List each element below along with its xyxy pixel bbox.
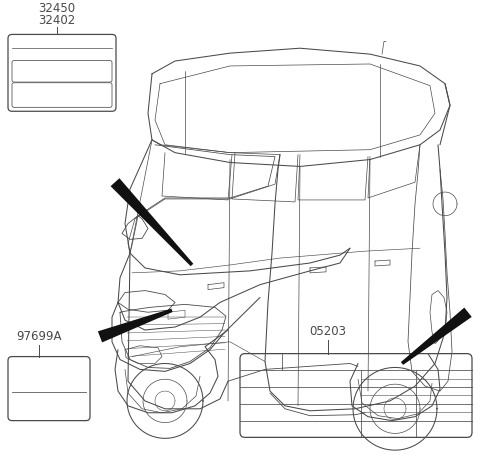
FancyBboxPatch shape <box>12 83 112 107</box>
Text: 05203: 05203 <box>310 325 347 338</box>
FancyBboxPatch shape <box>8 35 116 111</box>
FancyBboxPatch shape <box>8 357 90 420</box>
Text: 97699A: 97699A <box>16 330 62 343</box>
Polygon shape <box>401 308 472 365</box>
Polygon shape <box>98 309 173 342</box>
FancyBboxPatch shape <box>12 61 112 82</box>
FancyBboxPatch shape <box>240 353 472 438</box>
Text: 32450: 32450 <box>38 2 75 15</box>
Text: 32402: 32402 <box>38 13 75 26</box>
Polygon shape <box>110 178 193 266</box>
